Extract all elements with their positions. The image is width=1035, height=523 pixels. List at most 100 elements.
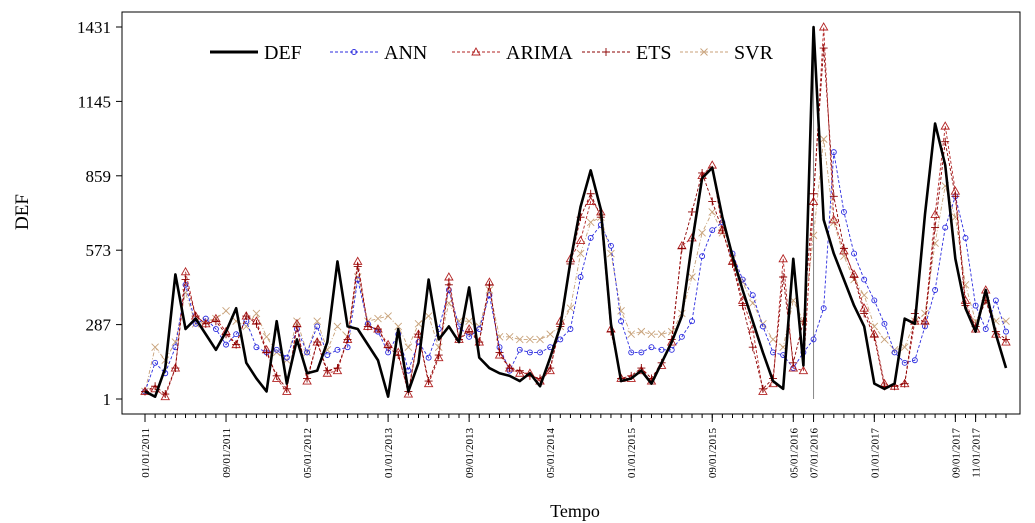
data-point-svr bbox=[647, 330, 656, 339]
data-point-ets bbox=[232, 340, 241, 349]
data-point-arima bbox=[788, 363, 799, 372]
data-point-arima bbox=[302, 376, 312, 385]
y-tick-label: 1 bbox=[103, 390, 112, 409]
data-point-ann bbox=[425, 354, 432, 361]
data-point-ann bbox=[840, 209, 847, 215]
data-point-svr bbox=[252, 309, 261, 318]
x-tick-label: 07/01/2016 bbox=[809, 428, 821, 479]
y-tick-label: 1145 bbox=[78, 92, 111, 111]
data-point-ann bbox=[962, 235, 969, 241]
x-tick-label: 09/01/2013 bbox=[464, 428, 476, 479]
data-point-ets bbox=[850, 272, 859, 281]
x-tick-label: 05/01/2014 bbox=[545, 428, 557, 479]
data-point-ann bbox=[334, 346, 341, 353]
data-point-ets bbox=[465, 327, 474, 336]
series-line-ann bbox=[144, 152, 1007, 392]
data-point-ets bbox=[941, 137, 950, 146]
data-point-ann bbox=[851, 250, 858, 257]
data-point-arima bbox=[798, 365, 809, 375]
data-point-ann bbox=[152, 359, 159, 366]
data-point-arima bbox=[808, 196, 819, 206]
series-arima bbox=[140, 22, 1011, 401]
data-point-ets bbox=[839, 244, 848, 253]
data-point-ets bbox=[373, 325, 382, 334]
data-point-ann bbox=[678, 333, 685, 340]
x-tick-label: 05/01/2012 bbox=[302, 428, 314, 478]
data-point-ets bbox=[444, 280, 453, 289]
y-axis-title: DEF bbox=[12, 194, 33, 230]
data-point-svr bbox=[151, 343, 159, 352]
data-point-svr bbox=[242, 322, 251, 331]
data-point-svr bbox=[688, 273, 696, 281]
y-tick-label: 859 bbox=[86, 167, 112, 186]
data-point-ann bbox=[516, 346, 523, 353]
data-point-ets bbox=[424, 377, 433, 386]
data-point-ann bbox=[881, 320, 888, 327]
data-point-ets bbox=[748, 343, 757, 352]
data-point-ann bbox=[223, 341, 229, 348]
data-point-ets bbox=[687, 207, 696, 216]
data-point-ann bbox=[820, 305, 827, 312]
legend-item-svr: SVR bbox=[680, 42, 774, 64]
legend-item-ets: ETS bbox=[582, 42, 672, 64]
data-point-svr bbox=[870, 322, 879, 331]
legend-marker-arima bbox=[471, 47, 481, 56]
data-point-ann bbox=[557, 336, 564, 343]
data-point-svr bbox=[404, 343, 413, 352]
legend-label-ann: ANN bbox=[384, 42, 427, 64]
data-point-ann bbox=[699, 253, 706, 260]
data-point-arima bbox=[494, 350, 505, 359]
data-point-arima bbox=[666, 337, 677, 346]
data-point-arima bbox=[1001, 337, 1011, 346]
y-tick-label: 1431 bbox=[77, 18, 111, 37]
data-point-ets bbox=[515, 366, 524, 375]
data-point-svr bbox=[931, 239, 939, 247]
data-point-ann bbox=[648, 344, 655, 351]
data-point-arima bbox=[778, 253, 788, 263]
data-point-ann bbox=[942, 224, 949, 231]
series-line-arima bbox=[144, 26, 1007, 398]
x-tick-label: 05/01/2016 bbox=[788, 428, 800, 479]
data-point-svr bbox=[576, 249, 585, 258]
data-point-ets bbox=[708, 197, 717, 206]
legend-item-arima: ARIMA bbox=[452, 42, 573, 64]
x-axis: 01/01/2011 09/01/2011 05/01/2012 01/01/2013… bbox=[140, 414, 1007, 479]
data-point-ann bbox=[304, 349, 311, 356]
data-point-ann bbox=[283, 354, 290, 361]
data-point-ann bbox=[526, 349, 533, 356]
data-point-ann bbox=[212, 326, 219, 332]
data-point-arima bbox=[444, 272, 454, 281]
data-point-ets bbox=[789, 358, 798, 367]
data-point-ets bbox=[292, 322, 301, 331]
data-point-svr bbox=[617, 306, 625, 315]
legend-label-ets: ETS bbox=[636, 42, 672, 64]
data-point-ann bbox=[608, 242, 614, 249]
data-point-ets bbox=[931, 223, 940, 232]
data-point-svr bbox=[394, 322, 403, 331]
data-point-svr bbox=[465, 317, 473, 326]
data-point-ann bbox=[932, 287, 939, 293]
data-point-ets bbox=[900, 379, 909, 388]
data-point-ets bbox=[1002, 335, 1010, 344]
data-point-svr bbox=[748, 299, 757, 307]
data-point-arima bbox=[758, 386, 768, 395]
data-point-svr bbox=[819, 135, 828, 143]
data-point-ets bbox=[211, 317, 220, 326]
data-point-arima bbox=[160, 391, 171, 401]
y-axis: 1 287 573 859 1145 1431 bbox=[77, 18, 122, 409]
data-point-ets bbox=[201, 319, 210, 328]
data-point-arima bbox=[322, 368, 333, 377]
data-point-arima bbox=[839, 246, 849, 255]
series-line-def bbox=[144, 25, 1008, 398]
x-tick-label: 01/01/2011 bbox=[140, 428, 152, 478]
data-point-ann bbox=[324, 352, 331, 358]
data-point-svr bbox=[536, 335, 544, 344]
data-point-ets bbox=[738, 301, 747, 310]
data-point-ets bbox=[181, 275, 190, 284]
data-point-svr bbox=[485, 286, 494, 294]
data-point-ann bbox=[658, 346, 665, 353]
series-ets bbox=[141, 44, 1010, 399]
data-point-ets bbox=[860, 309, 869, 318]
data-point-ets bbox=[343, 335, 352, 344]
data-point-svr bbox=[424, 312, 433, 320]
